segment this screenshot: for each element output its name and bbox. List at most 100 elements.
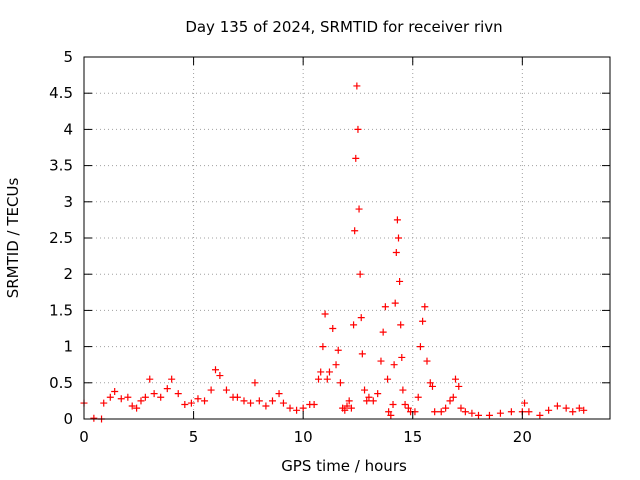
data-point xyxy=(387,411,395,419)
data-point xyxy=(485,411,493,419)
x-axis-label: GPS time / hours xyxy=(281,457,407,475)
data-point xyxy=(396,277,404,285)
x-tick-label: 0 xyxy=(79,428,89,446)
data-point xyxy=(286,404,294,412)
grid-lines xyxy=(84,57,610,419)
data-point xyxy=(446,397,454,405)
data-point xyxy=(293,406,301,414)
data-point xyxy=(395,234,403,242)
data-point xyxy=(181,401,189,409)
data-point xyxy=(262,402,270,410)
data-point xyxy=(545,406,553,414)
y-tick-label: 0 xyxy=(63,410,73,428)
data-point xyxy=(124,393,132,401)
data-markers xyxy=(80,82,588,423)
data-point xyxy=(355,205,363,213)
data-point xyxy=(475,411,482,419)
data-point xyxy=(569,408,577,416)
data-point xyxy=(575,404,583,412)
data-point xyxy=(363,397,371,405)
data-point xyxy=(399,386,407,394)
data-point xyxy=(299,404,307,412)
data-point xyxy=(442,404,450,412)
data-point xyxy=(207,386,215,394)
data-point xyxy=(580,406,588,414)
data-point xyxy=(393,216,401,224)
data-point xyxy=(385,408,393,416)
data-point xyxy=(201,397,209,405)
data-point xyxy=(428,382,436,390)
data-point xyxy=(414,393,422,401)
data-point xyxy=(194,395,202,403)
data-point xyxy=(329,325,337,332)
y-tick-label: 1 xyxy=(63,338,73,356)
data-point xyxy=(133,404,141,412)
data-point xyxy=(455,382,463,390)
data-point xyxy=(416,343,424,351)
data-point xyxy=(321,310,329,318)
y-tick-label: 3 xyxy=(63,193,73,211)
x-tick-label: 15 xyxy=(403,428,422,446)
data-point xyxy=(377,357,385,365)
data-point xyxy=(398,353,406,361)
data-point xyxy=(315,375,323,383)
data-point xyxy=(240,397,248,405)
data-point xyxy=(401,401,409,409)
data-point xyxy=(354,125,362,133)
data-point xyxy=(323,375,331,383)
y-tick-label: 2.5 xyxy=(49,229,73,247)
data-point xyxy=(212,366,219,374)
data-point xyxy=(334,346,342,354)
data-point xyxy=(268,397,276,405)
data-point xyxy=(275,390,283,398)
data-point xyxy=(496,409,504,417)
data-point xyxy=(384,375,392,383)
data-point xyxy=(279,399,287,407)
plot-frame xyxy=(83,56,611,420)
data-point xyxy=(137,397,145,405)
data-point xyxy=(332,361,340,369)
data-point xyxy=(369,397,377,405)
y-tick-label: 2 xyxy=(63,265,73,283)
data-point xyxy=(106,393,114,401)
data-point xyxy=(553,402,561,410)
data-point xyxy=(457,404,465,412)
y-tick-label: 5 xyxy=(63,48,73,66)
data-point xyxy=(390,361,398,369)
data-point xyxy=(341,406,349,414)
data-point xyxy=(423,357,431,365)
y-tick-label: 1.5 xyxy=(49,301,73,319)
data-point xyxy=(521,399,529,407)
data-point xyxy=(310,401,318,409)
data-point xyxy=(100,399,108,407)
data-point xyxy=(451,375,459,383)
data-point xyxy=(128,402,136,410)
data-point xyxy=(421,303,429,311)
data-point xyxy=(361,386,369,394)
data-point xyxy=(374,390,382,398)
x-tick-label: 10 xyxy=(294,428,313,446)
data-point xyxy=(233,393,241,401)
data-point xyxy=(347,404,355,412)
y-tick-label: 4.5 xyxy=(49,84,73,102)
data-point xyxy=(437,408,445,416)
data-point xyxy=(536,411,544,419)
data-point xyxy=(381,303,389,311)
data-point xyxy=(358,350,366,358)
data-point xyxy=(319,343,327,351)
data-point xyxy=(345,397,353,405)
data-point xyxy=(419,317,427,325)
data-point xyxy=(357,314,365,322)
data-point xyxy=(353,82,361,90)
axis-ticks: 0 0.5 1 1.5 2 2.5 3 3.5 4 4.5 5 0 5 10 15 20 xyxy=(49,48,610,446)
data-point xyxy=(352,154,360,162)
data-point xyxy=(336,379,344,387)
data-point xyxy=(255,397,263,405)
data-point xyxy=(174,390,182,398)
y-axis-label: SRMTID / TECUs xyxy=(4,178,22,299)
data-point xyxy=(449,393,457,401)
data-point xyxy=(157,393,165,401)
data-point xyxy=(431,408,439,416)
data-point xyxy=(90,414,98,422)
